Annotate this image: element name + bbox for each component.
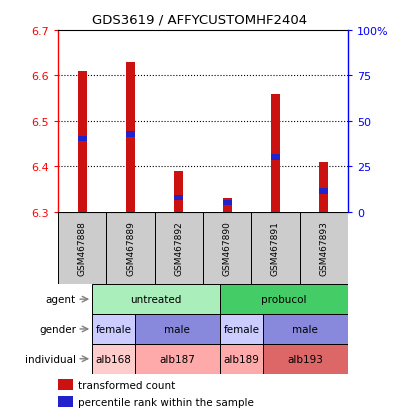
Text: GSM467892: GSM467892 [174,221,183,276]
Bar [223,199,232,212]
Bar [320,162,328,212]
Bar [220,344,263,374]
Text: probucol: probucol [261,294,307,304]
Text: GSM467891: GSM467891 [271,221,280,276]
Text: alb187: alb187 [160,354,195,364]
Bar [92,344,135,374]
Bar [78,137,86,142]
Bar [126,63,135,212]
Bar [58,212,106,285]
Bar [92,285,220,314]
Text: agent: agent [46,294,76,304]
Bar [126,132,135,138]
Bar [92,314,135,344]
Text: percentile rank within the sample: percentile rank within the sample [78,396,254,407]
Bar [58,396,72,407]
Bar [78,72,86,212]
Text: GSM467889: GSM467889 [126,221,135,276]
Bar [320,189,328,194]
Bar [174,195,183,201]
Bar [106,212,155,285]
Text: gender: gender [39,324,76,334]
Bar [135,344,220,374]
Bar [155,212,203,285]
Bar [263,344,348,374]
Bar [271,155,280,160]
Bar [135,314,220,344]
Text: GSM467893: GSM467893 [319,221,328,276]
Text: alb193: alb193 [288,354,323,364]
Text: alb168: alb168 [96,354,131,364]
Text: individual: individual [25,354,76,364]
Text: transformed count: transformed count [78,380,176,390]
Bar [300,212,348,285]
Text: male: male [164,324,190,334]
Bar [174,171,183,212]
Bar [271,95,280,212]
Text: female: female [96,324,132,334]
Text: GSM467890: GSM467890 [223,221,232,276]
Bar [220,314,263,344]
Bar [251,212,300,285]
Text: GDS3619 / AFFYCUSTOMHF2404: GDS3619 / AFFYCUSTOMHF2404 [92,13,308,26]
Text: female: female [223,324,259,334]
Bar [220,285,348,314]
Text: untreated: untreated [130,294,182,304]
Text: alb189: alb189 [224,354,259,364]
Bar [263,314,348,344]
Bar [223,200,232,206]
Text: GSM467888: GSM467888 [78,221,87,276]
Text: male: male [292,324,318,334]
Bar [58,379,72,391]
Bar [203,212,251,285]
